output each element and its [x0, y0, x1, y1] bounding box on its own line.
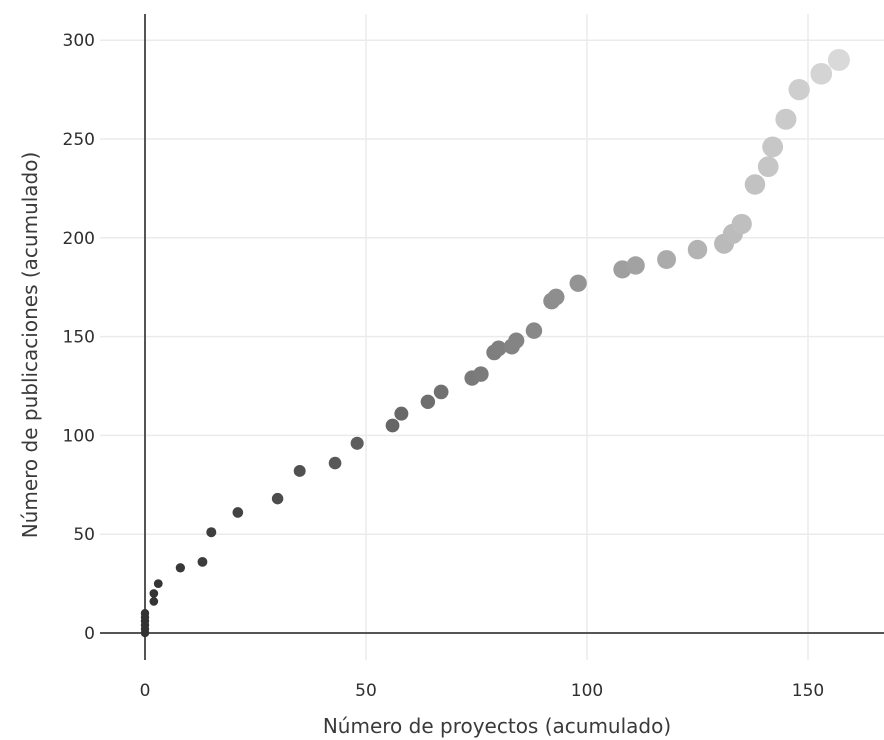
data-point [547, 288, 565, 306]
y-tick-label: 250 [63, 130, 95, 150]
data-point [153, 579, 163, 588]
y-axis-title: Número de publicaciones (acumulado) [18, 152, 42, 539]
data-point [525, 322, 543, 339]
data-point [293, 465, 306, 477]
data-point [657, 250, 677, 269]
data-point [394, 406, 409, 421]
y-tick-label: 300 [63, 31, 95, 51]
y-tick-label: 50 [73, 525, 95, 545]
y-tick-label: 0 [84, 624, 95, 644]
data-point [433, 384, 449, 400]
data-point [810, 62, 833, 85]
data-point [175, 563, 186, 573]
x-axis-title: Número de proyectos (acumulado) [323, 714, 671, 738]
data-point [232, 507, 244, 518]
y-tick-label: 150 [63, 328, 95, 348]
data-point [206, 527, 217, 538]
data-point [328, 456, 342, 470]
data-point [140, 609, 150, 618]
data-point [350, 436, 364, 450]
data-points [140, 48, 850, 638]
axes [100, 14, 884, 660]
data-point [490, 340, 507, 357]
grid [100, 14, 884, 660]
data-point [626, 256, 645, 275]
data-point [385, 418, 400, 433]
x-tick-label: 0 [140, 681, 151, 701]
data-point [569, 274, 587, 292]
data-point [775, 108, 797, 130]
data-point [473, 366, 489, 382]
data-point [827, 48, 850, 71]
data-point [762, 136, 784, 158]
data-point [508, 332, 525, 349]
x-tick-label: 150 [792, 681, 824, 701]
y-tick-label: 100 [63, 426, 95, 446]
x-tick-label: 50 [355, 681, 377, 701]
data-point [197, 556, 208, 567]
data-point [149, 589, 159, 598]
data-point [687, 239, 708, 260]
data-point [420, 394, 436, 410]
x-tick-label: 100 [571, 681, 603, 701]
tick-labels: 0 50 100 150 0 50 100 150 200 250 300 [63, 31, 825, 701]
data-point [149, 597, 159, 606]
data-point [271, 492, 284, 505]
data-point [788, 78, 810, 101]
y-tick-label: 200 [63, 229, 95, 249]
data-point [744, 174, 766, 195]
data-point [731, 213, 752, 235]
data-point [757, 156, 779, 178]
